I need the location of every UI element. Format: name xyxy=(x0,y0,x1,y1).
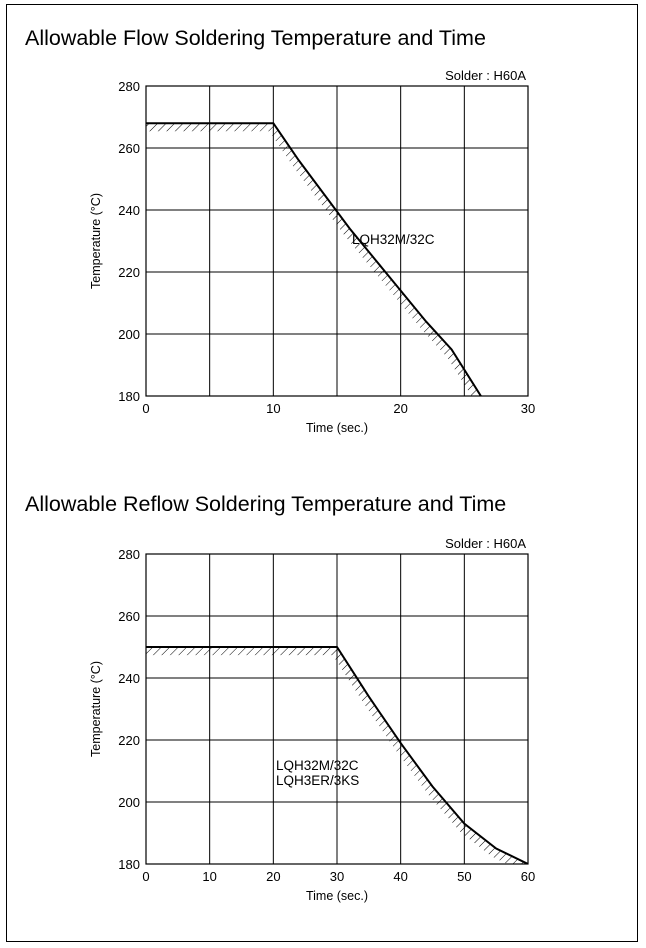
series-label: LQH32M/32C LQH3ER/3KS xyxy=(276,758,359,788)
y-tick-label: 280 xyxy=(118,79,140,94)
y-tick-label: 260 xyxy=(118,609,140,624)
plot-area xyxy=(145,85,529,397)
x-axis-label: Time (sec.) xyxy=(306,421,368,435)
x-tick-label: 20 xyxy=(266,869,280,884)
solder-note: Solder : H60A xyxy=(445,68,526,83)
y-tick-label: 180 xyxy=(118,389,140,404)
x-tick-label: 30 xyxy=(330,869,344,884)
y-tick-label: 200 xyxy=(118,795,140,810)
allowable-region-hatch xyxy=(146,123,481,396)
x-tick-label: 0 xyxy=(142,401,149,416)
x-tick-label: 0 xyxy=(142,869,149,884)
figure-frame xyxy=(6,4,638,942)
x-tick-label: 50 xyxy=(457,869,471,884)
y-tick-label: 220 xyxy=(118,733,140,748)
reflow-soldering-chart: LQH32M/32C LQH3ER/3KS 180 200 220 240 260 280 0 1… xyxy=(89,536,535,903)
flow-chart-title: Allowable Flow Soldering Temperature and… xyxy=(25,26,486,50)
x-tick-label: 60 xyxy=(521,869,535,884)
y-tick-label: 260 xyxy=(118,141,140,156)
y-tick-label: 240 xyxy=(118,671,140,686)
x-tick-label: 30 xyxy=(521,401,535,416)
x-tick-label: 20 xyxy=(393,401,407,416)
x-tick-label: 10 xyxy=(266,401,280,416)
y-axis-label: Temperature (°C) xyxy=(89,193,103,289)
reflow-chart-title: Allowable Reflow Soldering Temperature a… xyxy=(25,492,507,516)
y-tick-label: 240 xyxy=(118,203,140,218)
x-tick-label: 40 xyxy=(393,869,407,884)
plot-area xyxy=(145,553,529,865)
solder-note: Solder : H60A xyxy=(445,536,526,551)
flow-soldering-chart: LQH32M/32C 180 200 220 240 260 280 0 10 20 30 Time … xyxy=(89,68,535,435)
x-axis-label: Time (sec.) xyxy=(306,889,368,903)
y-axis-label: Temperature (°C) xyxy=(89,661,103,757)
x-tick-label: 10 xyxy=(202,869,216,884)
y-tick-label: 280 xyxy=(118,547,140,562)
y-tick-label: 180 xyxy=(118,857,140,872)
series-line xyxy=(146,122,482,396)
y-tick-label: 200 xyxy=(118,327,140,342)
y-tick-label: 220 xyxy=(118,265,140,280)
series-line xyxy=(146,646,528,864)
series-label: LQH32M/32C xyxy=(352,232,435,247)
